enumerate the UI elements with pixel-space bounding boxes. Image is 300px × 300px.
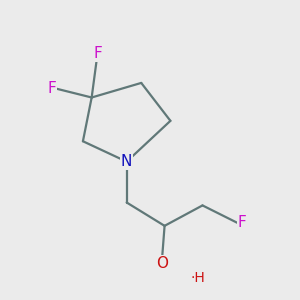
Text: O: O (156, 256, 168, 271)
Text: ·H: ·H (191, 271, 206, 285)
Text: F: F (93, 46, 102, 61)
Text: F: F (238, 215, 246, 230)
Text: F: F (48, 81, 57, 96)
Text: N: N (121, 154, 132, 169)
